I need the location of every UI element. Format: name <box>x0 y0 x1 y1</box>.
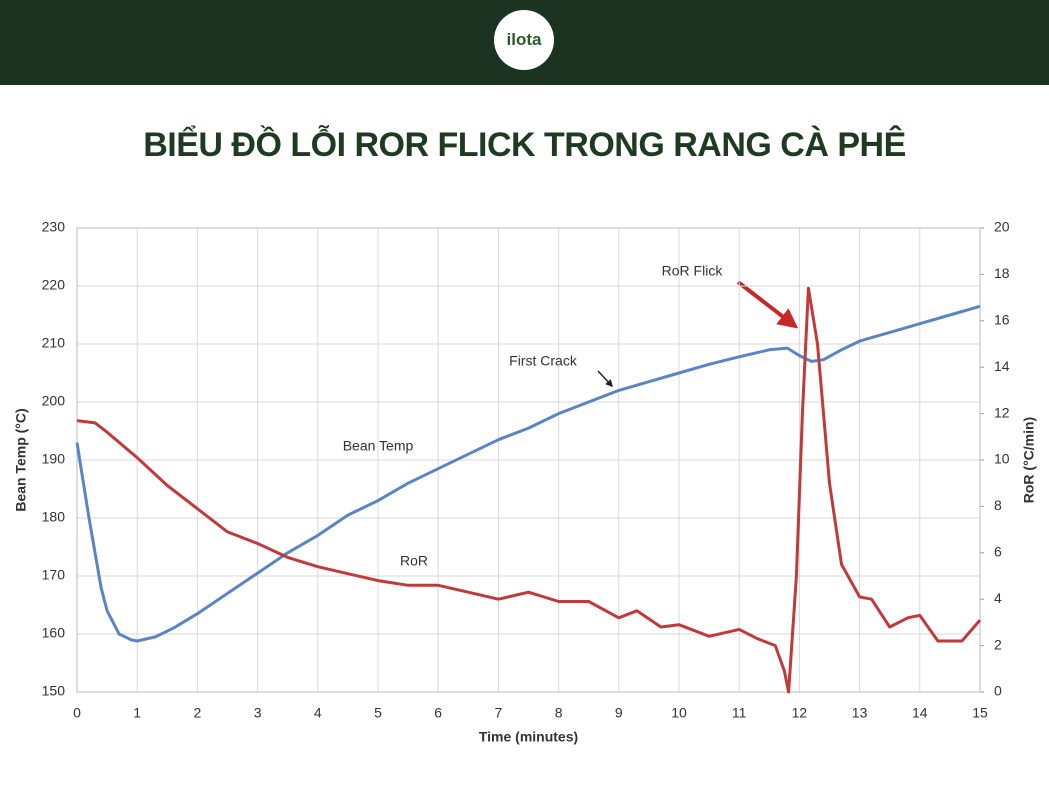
annotation: First Crack <box>509 353 578 369</box>
x-tick-label: 13 <box>852 705 868 721</box>
flick-arrow <box>736 280 799 329</box>
page-title: BIỂU ĐỒ LỖI ROR FLICK TRONG RANG CÀ PHÊ <box>143 126 906 164</box>
y2-tick-label: 6 <box>994 544 1002 560</box>
y2-tick-label: 10 <box>994 451 1010 467</box>
x-tick-label: 11 <box>732 705 747 721</box>
x-tick-label: 14 <box>912 705 928 721</box>
y-tick-label: 230 <box>42 219 66 235</box>
x-tick-label: 3 <box>254 705 262 721</box>
y-tick-label: 180 <box>42 509 66 525</box>
y2-tick-label: 0 <box>994 683 1002 699</box>
series-line <box>76 286 982 694</box>
series-label: RoR <box>400 553 428 569</box>
y-tick-label: 220 <box>42 277 66 293</box>
y-tick-label: 190 <box>42 451 66 467</box>
x-tick-label: 2 <box>194 705 202 721</box>
x-tick-label: 9 <box>615 705 623 721</box>
x-tick-label: 1 <box>133 705 141 721</box>
series-label: Bean Temp <box>343 438 414 454</box>
crack-arrow <box>597 370 614 388</box>
x-tick-label: 4 <box>314 705 322 721</box>
x-tick-label: 10 <box>671 705 687 721</box>
y-tick-label: 200 <box>42 393 66 409</box>
y2-tick-label: 4 <box>994 590 1002 606</box>
x-tick-label: 15 <box>972 705 988 721</box>
header-bar: ilota <box>0 0 1049 85</box>
logo[interactable]: ilota <box>494 10 554 70</box>
y-tick-label: 210 <box>42 335 66 351</box>
y-tick-label: 150 <box>42 683 66 699</box>
y2-axis-label: RoR (°C/min) <box>1021 417 1037 503</box>
y-tick-label: 170 <box>42 567 66 583</box>
y2-tick-label: 16 <box>994 312 1010 328</box>
y2-tick-label: 14 <box>994 358 1010 374</box>
y-tick-label: 160 <box>42 625 66 641</box>
x-tick-label: 6 <box>434 705 442 721</box>
y2-tick-label: 2 <box>994 636 1002 652</box>
x-tick-label: 8 <box>555 705 563 721</box>
x-tick-label: 7 <box>495 705 503 721</box>
plot-border <box>76 227 981 693</box>
y2-tick-label: 8 <box>994 497 1002 513</box>
y-axis-label: Bean Temp (°C) <box>13 408 29 511</box>
y2-tick-label: 12 <box>994 404 1010 420</box>
x-tick-label: 0 <box>73 705 81 721</box>
x-axis-label: Time (minutes) <box>479 729 578 745</box>
y2-tick-label: 18 <box>994 265 1010 281</box>
x-tick-label: 5 <box>374 705 382 721</box>
annotation: RoR Flick <box>662 263 724 279</box>
y2-tick-label: 20 <box>994 219 1010 235</box>
x-tick-label: 12 <box>792 705 808 721</box>
